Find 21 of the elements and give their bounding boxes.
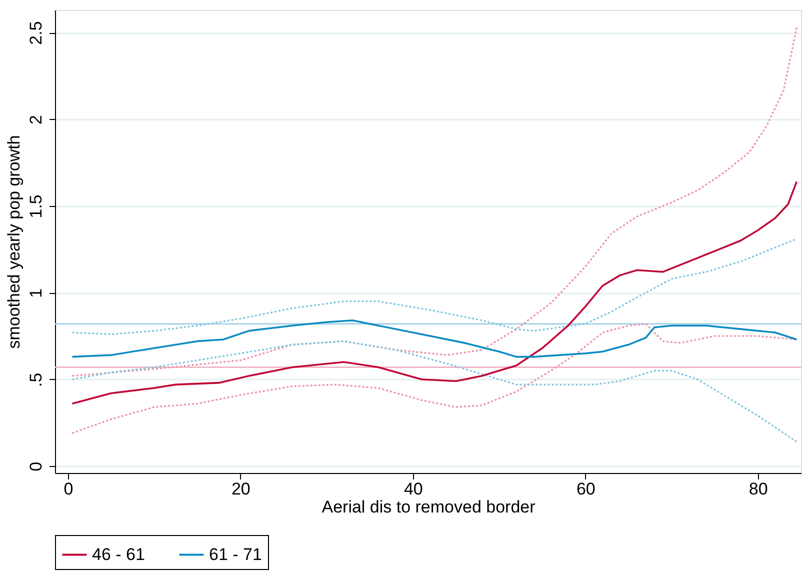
y-tick-label: 0 — [26, 462, 46, 472]
line-series — [71, 320, 798, 358]
x-tick-label: 60 — [576, 480, 596, 498]
line-series — [71, 340, 798, 443]
line-series — [71, 323, 798, 434]
line-series — [71, 26, 798, 377]
y-tick-label: 1 — [26, 288, 46, 298]
y-tick-label: .5 — [26, 372, 46, 387]
x-tick-label: 40 — [404, 480, 423, 498]
y-tick-label: 2 — [26, 115, 46, 124]
x-axis-title: Aerial dis to removed border — [322, 498, 536, 516]
legend-label: 46 - 61 — [92, 544, 145, 564]
y-tick-label: 1.5 — [26, 194, 46, 218]
y-axis-title: smoothed yearly pop growth — [4, 135, 24, 349]
line-series — [71, 238, 798, 336]
x-tick-label: 0 — [64, 480, 74, 498]
x-tick-label: 80 — [748, 480, 768, 498]
line-series — [71, 180, 798, 405]
y-tick-label: 2.5 — [26, 21, 46, 45]
x-tick-label: 20 — [231, 480, 250, 498]
legend-label: 61 - 71 — [209, 544, 262, 564]
